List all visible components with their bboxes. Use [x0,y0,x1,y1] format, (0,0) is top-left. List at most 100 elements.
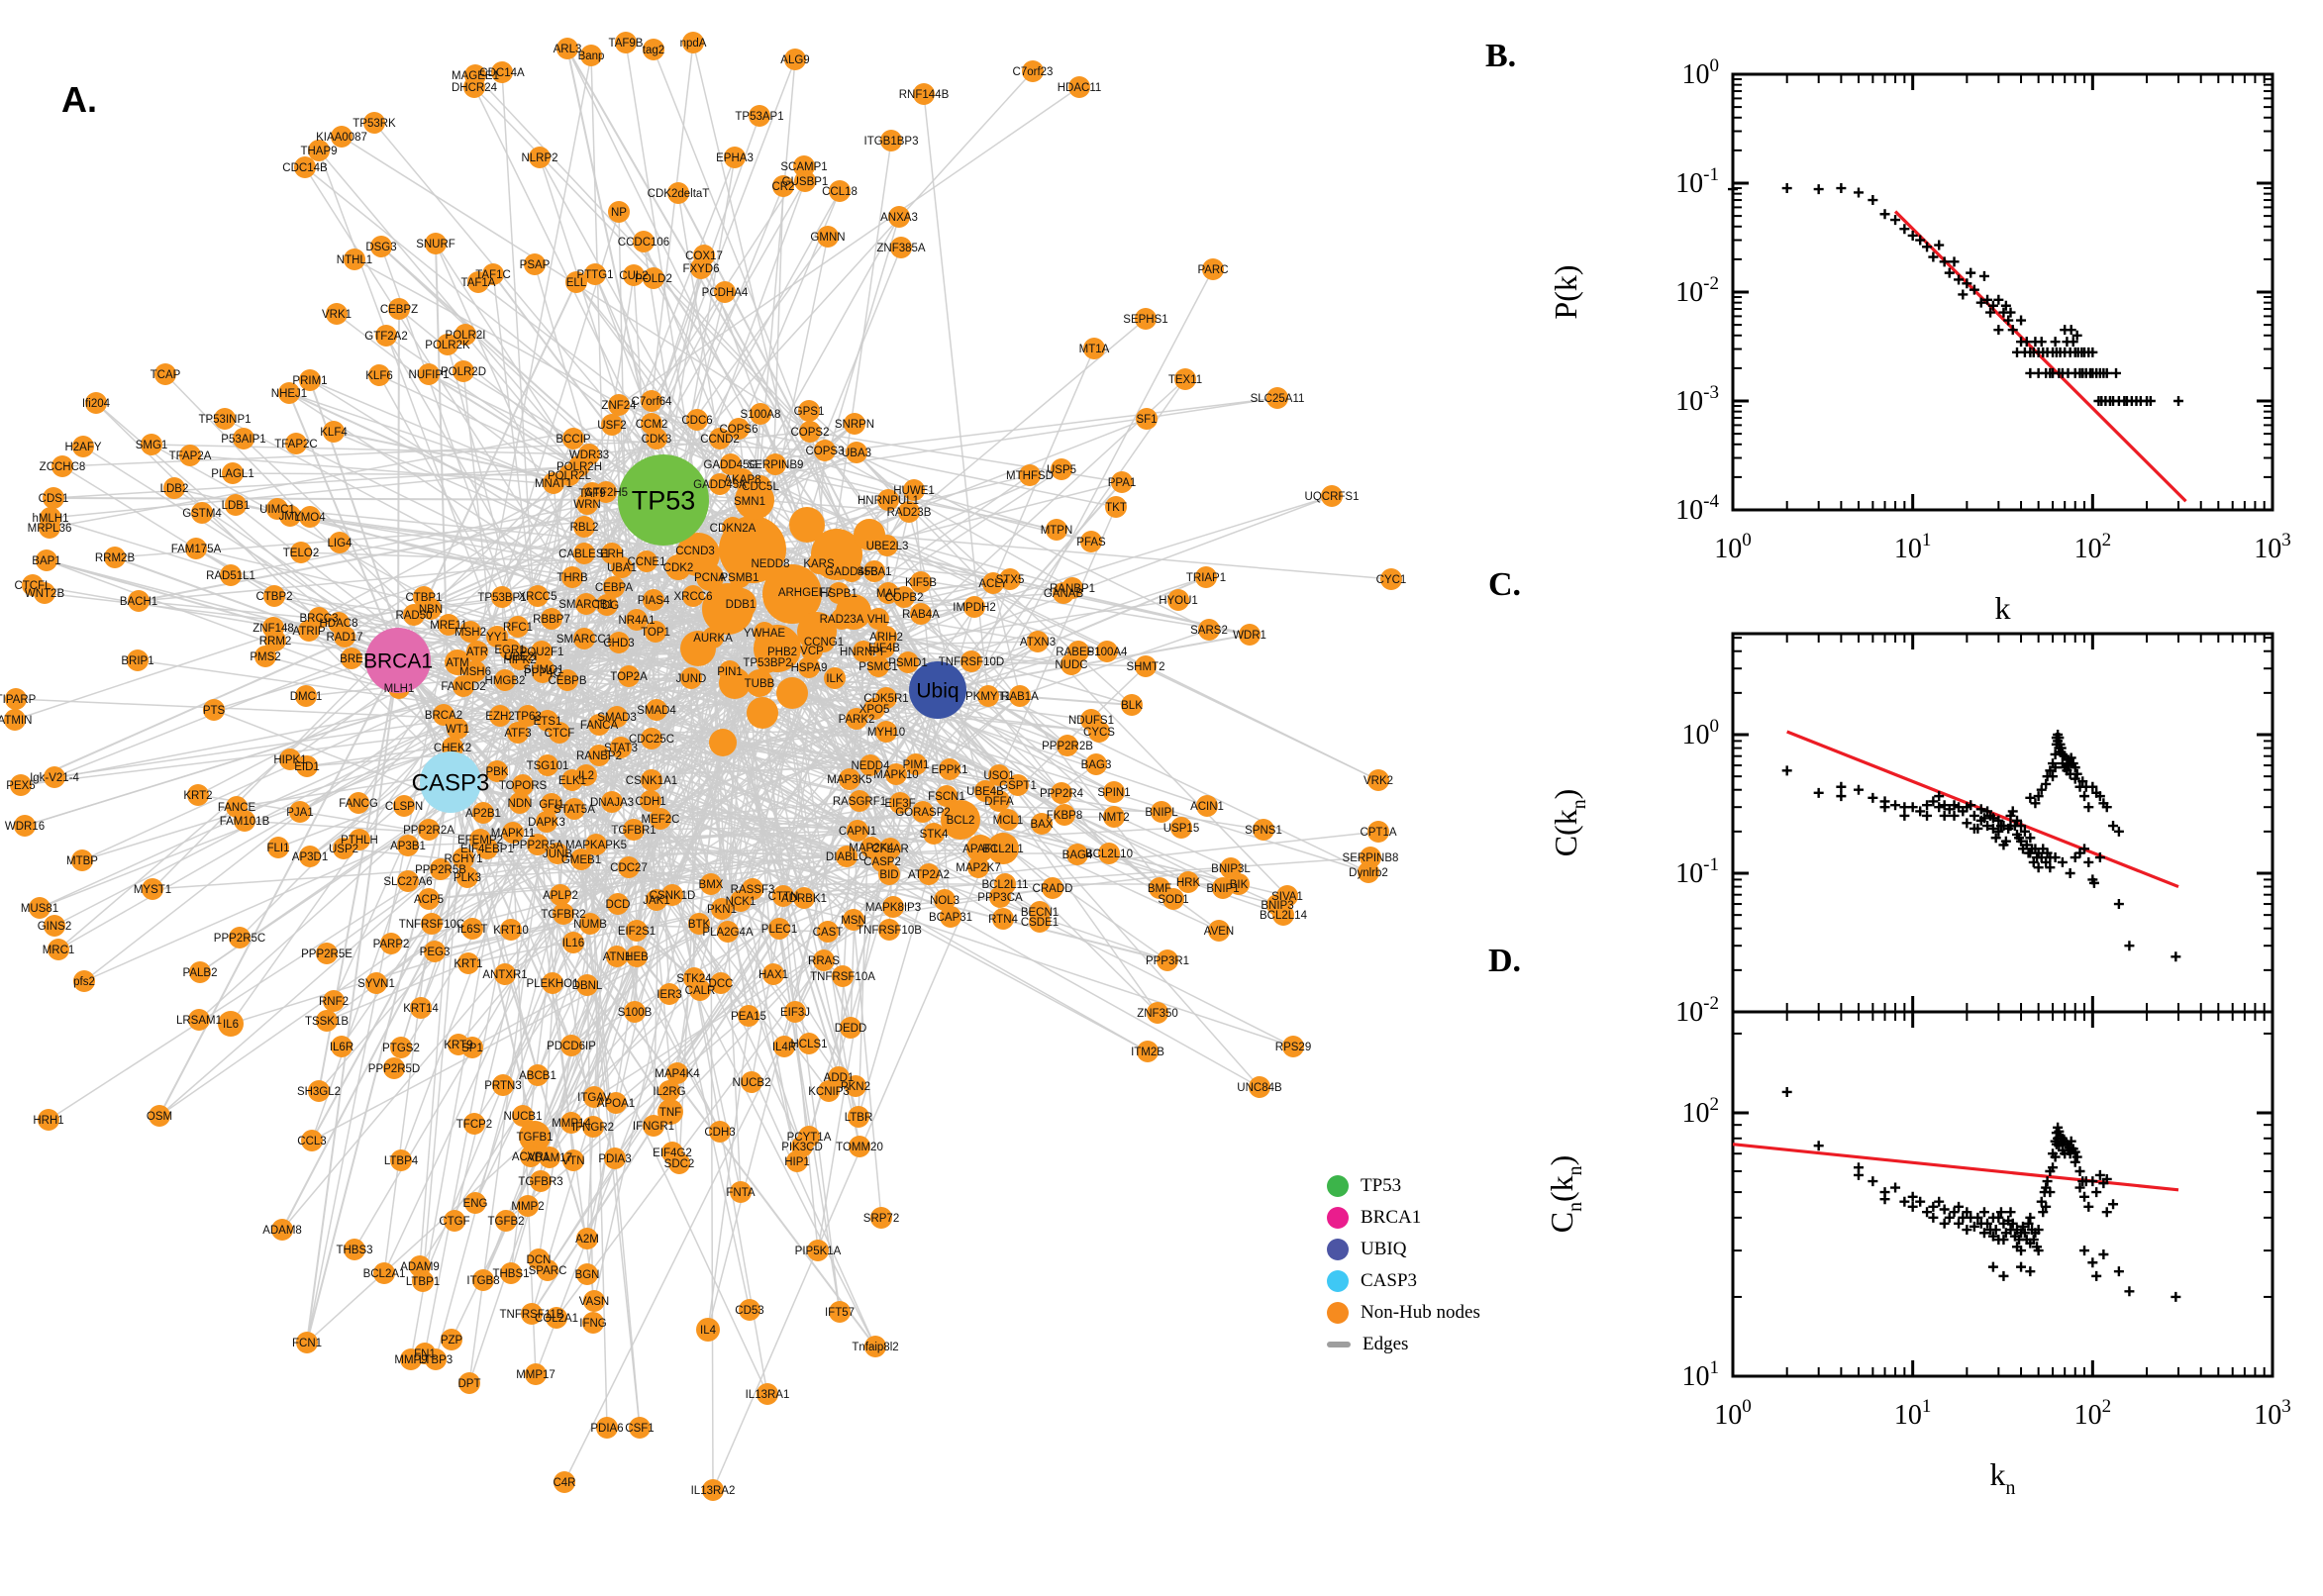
data-point [1890,1182,1901,1193]
network-edge [892,689,939,908]
data-point [2091,1187,2102,1198]
node-HDAC11 [1068,76,1090,98]
node-NOL3 [934,889,956,911]
node-SLC25A11 [1266,387,1288,409]
axis-title: kn​ [1990,1456,2016,1499]
network-edge [232,472,570,476]
node-BTK [688,913,710,935]
network-edge [344,438,657,638]
node-CAPN1 [847,820,868,842]
network-edge [288,392,452,783]
node-PPP2R2B [1057,735,1078,756]
node-RRM2 [264,630,286,651]
node-CDC14A [491,61,513,83]
node-EPHA3 [724,147,746,168]
network-edge [616,677,692,718]
data-point [2171,1291,2181,1302]
network-edge [818,562,1251,636]
node-PZP [441,1329,462,1350]
node-POLR2K [437,334,458,355]
network-edge [492,273,664,501]
axis-title: k [1995,590,2011,626]
node-UNC84B [1249,1076,1270,1098]
node-PLEKHO1 [542,972,563,994]
tick-label: 101 [1894,530,1932,564]
node-pfs2 [73,970,95,992]
data-point [1879,1194,1890,1205]
data-point [2124,941,2135,951]
node-SYVN1 [365,972,387,994]
node-RAB1A [1009,685,1031,707]
node-C4R [554,1471,575,1493]
node-ACIN1 [1196,795,1218,817]
node-TAF1C [482,263,504,285]
node-MAP2K7 [967,856,989,878]
data-point [1915,1196,1926,1207]
node-NHEJ1 [278,382,300,404]
node-SARS2 [1198,619,1220,641]
node-KCNIP3 [818,1080,840,1102]
node-Tnfaip8l2 [864,1336,886,1357]
data-point [2101,1207,2112,1218]
node-APLP2 [550,884,571,906]
node-GUSBP1 [794,170,816,192]
node-WNT2B [34,582,55,604]
node-DMC1 [295,685,317,707]
node-ITGB8 [472,1269,494,1291]
node-DIABLO [836,846,858,867]
network-edge [501,526,585,598]
node-ITM2B [1137,1041,1159,1062]
network-edge [380,246,664,501]
data-point [2083,856,2094,867]
plot-frame [1731,1010,2274,1378]
network-edge [354,258,732,465]
axis-title: P(k) [1548,264,1583,319]
network-edge [230,526,585,1025]
node-MAPK8IP3 [882,896,904,918]
data-point [1949,810,1960,821]
node-PPA1 [1111,471,1133,493]
node-PEA15 [738,1005,759,1027]
node-KRT1 [457,952,479,974]
data-point [2071,768,2082,779]
node-S100B [624,1001,646,1023]
network-edge [656,438,994,584]
node-CPT1A [1367,821,1389,843]
node-VRK1 [326,303,348,325]
data-point [1879,796,1890,807]
node-SRP72 [870,1207,892,1229]
node-EID1 [296,755,318,777]
network-edge [357,424,613,804]
data-point [1879,209,1890,220]
data-point [2005,1207,2016,1218]
node-IER3 [658,983,680,1005]
node-TGFBR3 [530,1170,552,1192]
network-edge [158,659,399,1117]
data-point [1853,187,1864,198]
node-SNURF [425,233,447,254]
data-point [1934,1196,1945,1207]
node-MTPN [1046,519,1067,541]
node-TRIAP1 [1195,566,1217,588]
node-EIF3F [889,792,911,814]
node-BMX [700,873,722,895]
node-RPS29 [1282,1036,1304,1057]
panel-label-d: D. [1488,943,1522,979]
node-FAM101B [234,810,255,832]
casp3-swatch-icon [1327,1270,1349,1292]
node-LDB1 [225,494,247,516]
node-ADAM8 [271,1219,293,1241]
data-point [1958,289,1969,300]
node-CTBP2 [263,585,285,607]
data-point [1939,1204,1950,1215]
data-point [2025,1212,2036,1223]
tick-label: 103 [2254,530,2291,564]
node-KIAA0087 [331,126,353,148]
node-TCAP [154,363,176,385]
node-MAP3K5 [839,768,860,790]
plot-frame [1731,72,2274,512]
node-AVEN [1208,920,1230,942]
node-TGFBR2 [553,903,574,925]
data-point [1987,1261,1998,1272]
data-point [1813,787,1824,798]
